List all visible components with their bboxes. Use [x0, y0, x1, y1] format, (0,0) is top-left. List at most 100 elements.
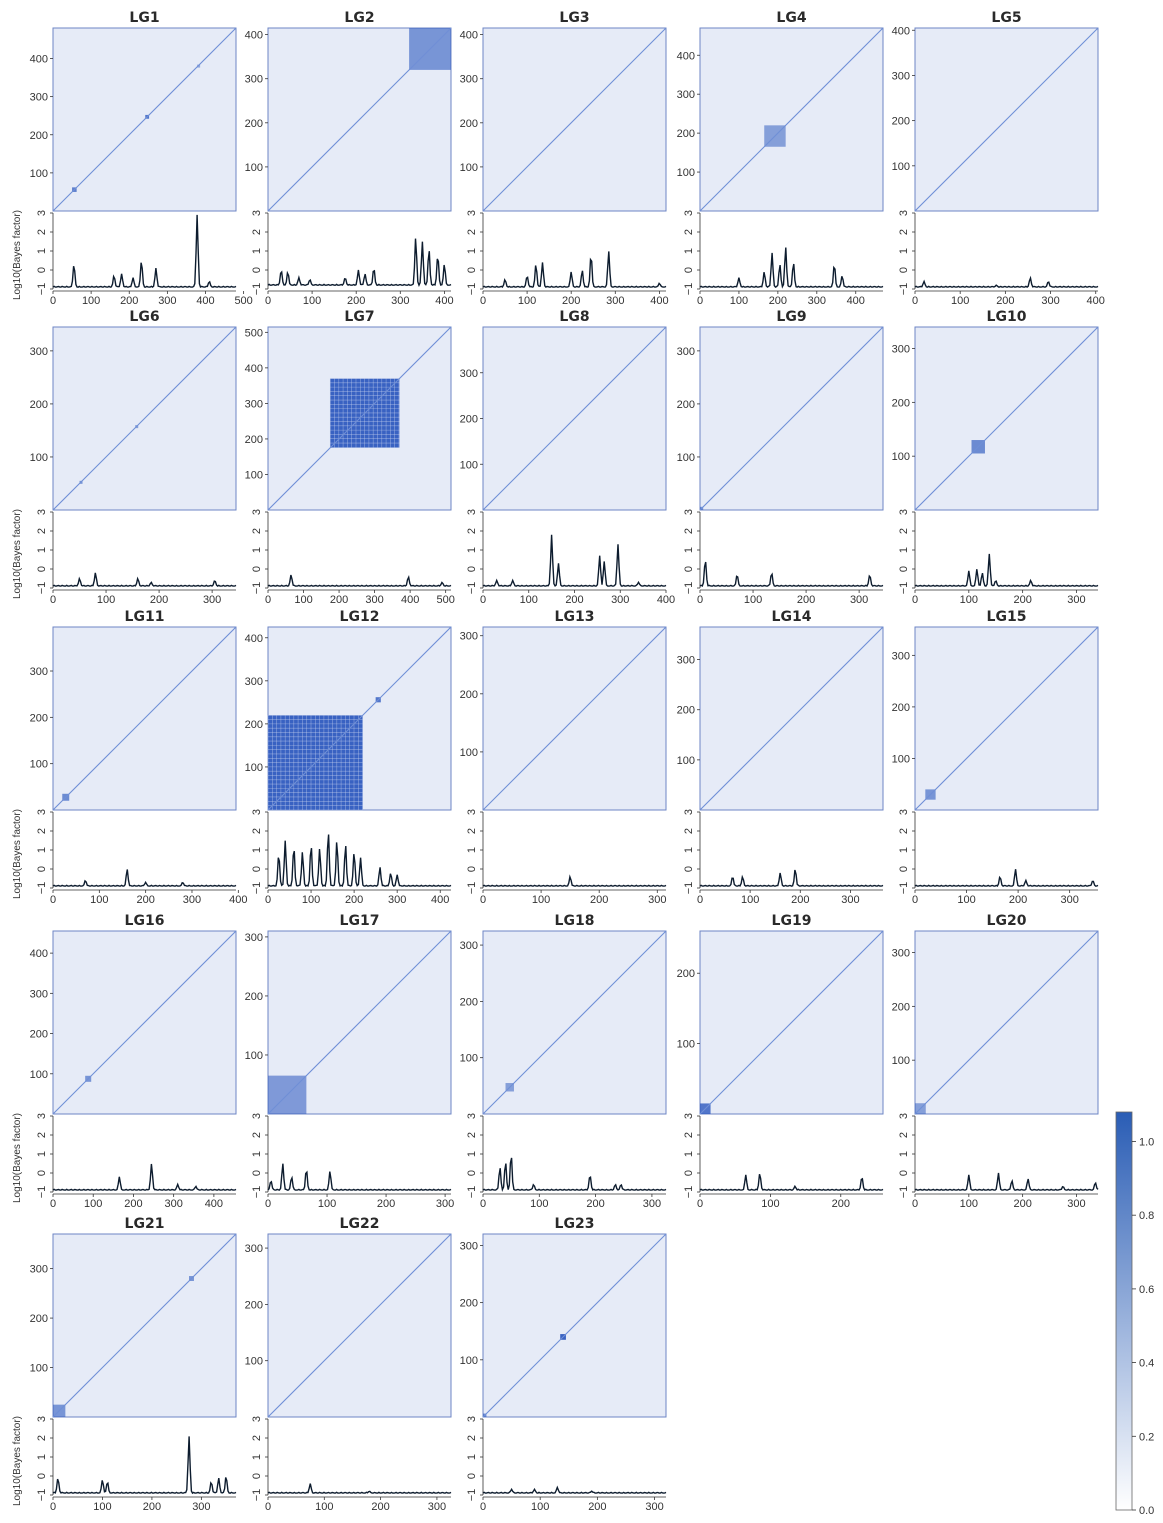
x-tick-label: 100 [531, 1501, 549, 1513]
diagonal-line [482, 1233, 667, 1418]
y-tick-label: 200 [245, 719, 263, 731]
diagonal-line [914, 930, 1099, 1115]
y-tick-label: 300 [30, 666, 48, 678]
bayes-y-label: Log10(Bayes factor) [12, 210, 23, 300]
bayes-trace [267, 1163, 452, 1191]
x-tick-label: 0 [265, 295, 271, 307]
panel-title: LG9 [776, 309, 806, 325]
x-tick-label: 400 [196, 295, 214, 307]
bayes-y-tick-label: 3 [251, 210, 263, 216]
bayes-y-tick-label: 2 [466, 828, 478, 834]
bayes-y-tick-label: 0 [251, 1170, 263, 1176]
y-tick-label: 300 [892, 344, 910, 356]
y-tick-label: 100 [30, 452, 48, 464]
y-tick-label: 100 [677, 167, 695, 179]
bayes-y-tick-label: 0 [36, 267, 48, 273]
x-tick-label: 100 [532, 894, 550, 906]
y-tick-label: 400 [30, 948, 48, 960]
y-tick-label: 300 [460, 631, 478, 643]
bayes-y-tick-label: 3 [251, 1113, 263, 1119]
panel-title: LG21 [125, 1216, 165, 1232]
y-tick-label: 300 [677, 655, 695, 667]
bayes-y-tick-label: −1 [36, 582, 48, 595]
x-tick-label: 200 [345, 894, 363, 906]
x-tick-label: 300 [1041, 295, 1059, 307]
x-tick-label: 400 [401, 594, 419, 606]
x-tick-label: 100 [951, 295, 969, 307]
bayes-y-tick-label: 1 [898, 847, 910, 853]
y-tick-label: 300 [460, 940, 478, 952]
y-tick-label: 300 [677, 89, 695, 101]
bayes-y-tick-label: 3 [898, 509, 910, 515]
diagonal-line [267, 1233, 452, 1418]
bayes-y-tick-label: 3 [36, 809, 48, 815]
bayes-trace [482, 534, 667, 587]
bayes-y-tick-label: 2 [898, 528, 910, 534]
panel-title: LG4 [776, 10, 806, 26]
x-tick-label: 0 [480, 1198, 486, 1210]
bayes-y-tick-label: 1 [898, 248, 910, 254]
x-tick-label: 100 [744, 594, 762, 606]
x-tick-label: 200 [565, 594, 583, 606]
bayes-y-tick-label: −1 [251, 1489, 263, 1502]
bayes-y-tick-label: 1 [466, 1151, 478, 1157]
diagonal-line [699, 326, 884, 511]
bayes-trace [699, 869, 884, 887]
bayes-y-tick-label: 1 [36, 1454, 48, 1460]
panel-title: LG16 [125, 913, 165, 929]
bayes-trace [914, 553, 1099, 587]
diagonal-line [52, 626, 237, 811]
x-tick-label: 100 [761, 1198, 779, 1210]
y-tick-label: 200 [460, 1298, 478, 1310]
diagonal-line [482, 326, 667, 511]
x-tick-label: 200 [1009, 894, 1027, 906]
x-tick-label: 200 [1013, 594, 1031, 606]
x-tick-label: 100 [520, 594, 538, 606]
bayes-y-tick-label: 2 [466, 1435, 478, 1441]
bayes-y-tick-label: 3 [898, 210, 910, 216]
bayes-y-tick-label: 3 [466, 1113, 478, 1119]
bayes-y-label: Log10(Bayes factor) [12, 1416, 23, 1506]
y-tick-label: 100 [460, 162, 478, 174]
x-tick-label: 200 [136, 894, 154, 906]
bayes-trace [914, 869, 1099, 887]
bayes-y-tick-label: 3 [251, 509, 263, 515]
y-tick-label: 300 [245, 1243, 263, 1255]
y-tick-label: 300 [892, 948, 910, 960]
bayes-trace [52, 869, 237, 887]
bayes-y-tick-label: 0 [898, 866, 910, 872]
x-tick-label: 100 [960, 594, 978, 606]
bayes-y-tick-label: 3 [36, 210, 48, 216]
y-tick-label: 200 [30, 399, 48, 411]
x-tick-label: 0 [50, 894, 56, 906]
bayes-trace [52, 1436, 237, 1495]
bayes-y-tick-label: 3 [466, 1416, 478, 1422]
x-tick-label: 0 [912, 1198, 918, 1210]
bayes-y-tick-label: 3 [466, 210, 478, 216]
panel-title: LG5 [991, 10, 1021, 26]
y-tick-label: 200 [892, 116, 910, 128]
bayes-y-tick-label: −1 [36, 1186, 48, 1199]
bayes-y-tick-label: 1 [36, 547, 48, 553]
panel-title: LG17 [340, 913, 380, 929]
diagonal-line [52, 1233, 237, 1418]
bayes-y-tick-label: 2 [36, 1132, 48, 1138]
y-tick-label: 100 [892, 161, 910, 173]
y-tick-label: 200 [245, 434, 263, 446]
diagonal-line [482, 626, 667, 811]
bayes-y-tick-label: −1 [466, 582, 478, 595]
bayes-y-tick-label: −1 [466, 1489, 478, 1502]
bayes-y-tick-label: −1 [36, 283, 48, 296]
x-tick-label: 200 [832, 1198, 850, 1210]
bayes-y-tick-label: −1 [251, 1186, 263, 1199]
bayes-y-tick-label: 2 [251, 1132, 263, 1138]
